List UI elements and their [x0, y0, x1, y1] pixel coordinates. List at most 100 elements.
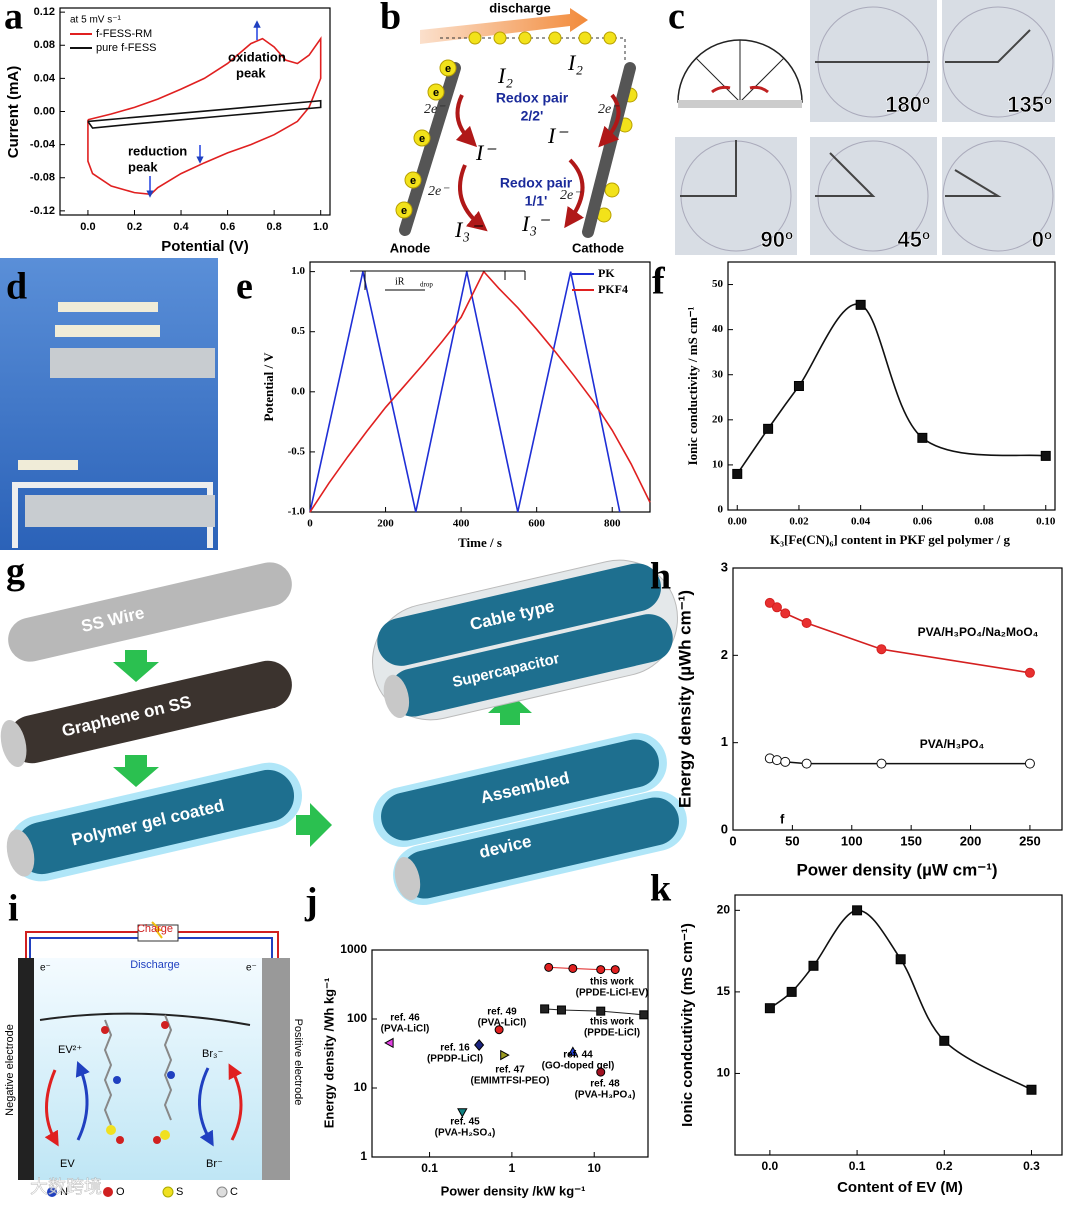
chart: 0.00 0.02 0.04 0.06 0.08 0.10 0 10 20 30 40 50 K₃[Fe…: [685, 261, 1056, 547]
y-tick-label: 0.5: [291, 325, 305, 337]
y-tick-label: 50: [712, 278, 724, 290]
species-label: EV²⁺: [58, 1044, 82, 1056]
atom-label: N: [60, 1186, 68, 1198]
marker: [544, 962, 554, 972]
circuit: [440, 37, 626, 60]
e-ball: e: [419, 133, 425, 145]
y-tick-label: 1: [721, 734, 728, 749]
electrons: 2e⁻ 2e⁻ 2e⁻ 2e⁻: [424, 102, 620, 203]
wire: [29, 937, 273, 958]
point-label: (PVA-H₃PO₄): [575, 1090, 636, 1101]
marker: [939, 1035, 950, 1046]
y-tick-label: 100: [347, 1011, 367, 1025]
annotation: peak: [236, 65, 266, 80]
x-tick-label: 50: [785, 833, 799, 848]
atoms: [101, 1021, 175, 1144]
angle-label: 90º: [760, 227, 793, 252]
graphene-wire: Graphene on SS: [0, 660, 292, 768]
point-label: ref. 46: [390, 1013, 420, 1024]
species-label: Br₃⁻: [202, 1048, 223, 1060]
legend-title: at 5 mV s⁻¹: [70, 15, 122, 26]
discharge-label: discharge: [489, 0, 550, 15]
panel-label: c: [668, 0, 685, 38]
y-tick-label: 1000: [340, 942, 367, 956]
marker: [801, 758, 812, 769]
x-tick-label: 0.08: [974, 516, 994, 528]
point-label: (PPDE-LiCl): [584, 1028, 640, 1039]
x-tick-label: 0.0: [80, 221, 95, 233]
y-axis-label: Current (mA): [5, 66, 22, 159]
marker: [1024, 758, 1035, 769]
y-tick-label: 0: [718, 504, 724, 516]
marker: [780, 608, 791, 619]
x-tick-label: 0: [307, 518, 313, 530]
point-label: (PPDP-LiCl): [427, 1054, 483, 1065]
anode-balls: e e e e e: [395, 59, 457, 219]
x-tick-label: 0.10: [1036, 516, 1056, 528]
marker: [474, 1039, 485, 1051]
point-label: ref. 45: [450, 1117, 480, 1128]
x-axis-label: Power density (µW cm⁻¹): [796, 860, 997, 879]
y-axis-label: Energy density /Wh kg⁻¹: [321, 978, 336, 1129]
redox-pairs: Redox pair 2/2' Redox pair 1/1': [496, 90, 573, 209]
marker: [801, 618, 812, 629]
x-tick-label: 0.6: [220, 221, 235, 233]
point-label: (EMIMTFSI-PEO): [471, 1076, 550, 1087]
species-label: I⁻: [475, 140, 497, 165]
marker: [895, 954, 906, 965]
legend-label: PK: [598, 266, 615, 280]
panel-g: SS Wire Graphene on SS Polymer gel coate…: [0, 559, 687, 905]
point-label: this work: [590, 977, 634, 988]
x-tick-label: 400: [453, 518, 470, 530]
electron-label: 2e⁻: [428, 184, 450, 199]
x-axis-label: Content of EV (M): [837, 1179, 963, 1196]
y-axis-label: Energy density (µWh cm⁻¹): [675, 590, 694, 808]
bend-arrow: [711, 85, 731, 94]
axes-frame: [371, 949, 649, 1158]
x-tick-label: 0.00: [728, 516, 748, 528]
marker: [1026, 1084, 1037, 1095]
y-tick-label: 0.04: [34, 72, 56, 84]
series-label: PVA/H₃PO₄: [920, 737, 985, 751]
cathode-label: Cathode: [572, 240, 624, 255]
point-label: (PVA-LiCl): [381, 1024, 430, 1035]
charge-label: Charge: [137, 923, 173, 935]
arrow: [44, 1069, 59, 1147]
y-tick-label: 0.0: [291, 385, 305, 397]
marker: [876, 644, 887, 655]
devices: [680, 29, 1031, 197]
y-tick-label: 20: [717, 903, 731, 917]
legend-label: f-FESS-RM: [96, 28, 152, 40]
electron-label: 2e⁻: [598, 102, 620, 117]
arrow: [75, 1061, 90, 1141]
panel-label: d: [6, 266, 27, 308]
angle-label: 135º: [1007, 92, 1052, 117]
marker: [494, 1025, 504, 1035]
cell: [18, 958, 290, 1180]
species-label: I⁻: [547, 123, 569, 148]
chart: 0.0 0.2 0.4 0.6 0.8 1.0 -0.12 -0.08 -0.04 0.00 0.0…: [5, 6, 331, 255]
axes-frame: [727, 261, 1056, 511]
point-label: this work: [590, 1017, 634, 1028]
x-tick-label: 0.04: [851, 516, 871, 528]
marker: [457, 1108, 468, 1118]
annotation: f: [780, 811, 785, 826]
y-tick-label: -0.08: [30, 172, 55, 184]
y-tick-label: 10: [354, 1080, 368, 1094]
ruler: [50, 348, 215, 378]
marker: [1040, 450, 1051, 461]
anode-rod: [399, 62, 461, 236]
axes-frame: [732, 567, 1063, 831]
photos: [675, 0, 1055, 255]
panel-d: [0, 258, 218, 550]
marker: [771, 602, 782, 613]
arrow: [228, 1063, 243, 1141]
e-ball: e: [433, 87, 439, 99]
point-label: ref. 16: [440, 1043, 470, 1054]
series-line: [736, 303, 1046, 475]
marker: [568, 963, 578, 973]
series-label: PVA/H₃PO₄/Na₂MoO₄: [918, 625, 1039, 639]
x-tick-label: 0.2: [936, 1159, 953, 1173]
marker: [596, 1067, 606, 1077]
